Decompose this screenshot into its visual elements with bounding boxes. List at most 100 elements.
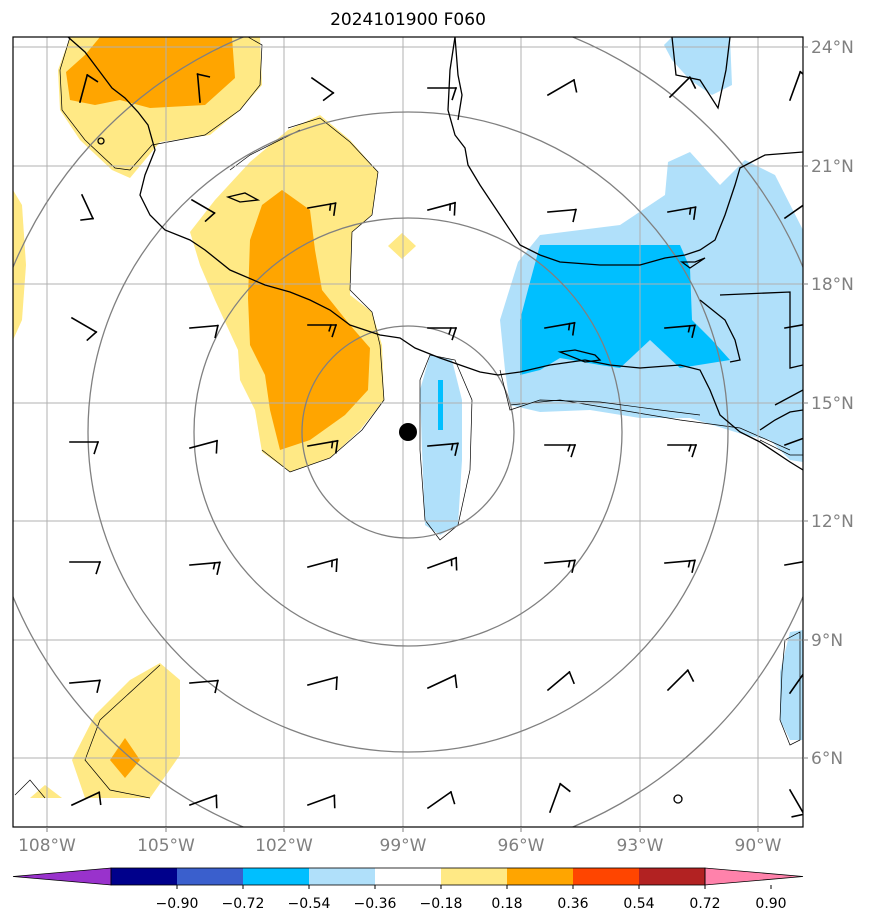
colorbar-tick-label: −0.90 — [156, 896, 199, 912]
gulf-coast — [447, 37, 803, 266]
negative-area-northeast — [664, 37, 732, 95]
wind-barb — [783, 204, 803, 220]
wind-barb — [546, 78, 578, 97]
positive-area-southwest — [72, 663, 180, 798]
colorbar-segment — [639, 868, 706, 885]
wind-barb — [784, 561, 803, 566]
colorbar-extend-high — [704, 867, 804, 886]
positive-spot — [388, 233, 416, 259]
wind-barb — [788, 788, 803, 818]
ring-inner — [301, 325, 515, 539]
wind-barbs — [69, 70, 803, 818]
coast-se-2 — [759, 409, 803, 431]
ring-third — [87, 111, 729, 753]
colorbar-tick-label: 0.90 — [755, 896, 786, 912]
wind-barb — [189, 679, 219, 694]
lon-tick-label: 105°W — [137, 836, 195, 856]
wind-barb — [427, 326, 458, 341]
wind-barb — [667, 206, 697, 220]
islet-nw — [97, 137, 105, 145]
colorbar-tick-label: −0.54 — [288, 896, 331, 912]
wind-barb — [668, 76, 697, 99]
colorbar-tick-label: −0.36 — [354, 896, 397, 912]
lat-tick-label: 6°N — [811, 749, 843, 769]
wind-barb — [188, 794, 218, 809]
colorbar-segment — [177, 868, 244, 885]
wind-barb — [70, 316, 98, 342]
wind-barb — [667, 443, 698, 458]
wind-barb — [783, 437, 803, 447]
pacific-coast-mexico — [67, 37, 803, 471]
lagoon — [557, 349, 602, 363]
colorbar-tick-label: −0.72 — [222, 896, 265, 912]
wind-barb — [310, 76, 335, 102]
colorbar-segment — [507, 868, 574, 885]
lon-tick-label: 108°W — [18, 836, 76, 856]
wind-barb — [664, 559, 696, 574]
lon-tick-label: 102°W — [255, 836, 313, 856]
positive-spot-southwest — [30, 785, 62, 798]
colorbar-segment — [375, 868, 442, 885]
lon-tick-label: 93°W — [617, 836, 664, 856]
colorbar-tick-label: −0.18 — [420, 896, 463, 912]
colorbar-frame — [110, 867, 706, 886]
wind-barb — [196, 73, 211, 103]
wind-barb — [666, 669, 695, 692]
wind-barb — [784, 324, 803, 329]
wind-barb — [664, 324, 696, 339]
islet-se — [673, 794, 683, 804]
map-area — [13, 37, 803, 827]
colorbar: −0.90 −0.72 −0.54 −0.36 −0.18 0.18 0.36 0.54 0.7… — [12, 867, 804, 912]
wind-barb — [79, 73, 99, 103]
negative-core-east — [520, 245, 730, 375]
lon-tick-label: 90°W — [735, 836, 782, 856]
wind-barb — [307, 676, 338, 691]
coastlines — [14, 37, 803, 804]
wind-barb — [544, 321, 576, 336]
contour-outlines — [59, 37, 801, 799]
map-frame — [12, 36, 804, 828]
colorbar-segment — [309, 868, 376, 885]
colorbar-tick-label: 0.18 — [491, 896, 522, 912]
wind-barb — [307, 439, 339, 454]
border-se — [759, 439, 803, 456]
longitude-axis: 108°W 105°W 102°W 99°W 96°W 93°W 90°W — [18, 827, 782, 856]
lon-tick-label: 99°W — [380, 836, 427, 856]
wind-barb — [69, 560, 102, 575]
wind-barb — [80, 193, 95, 221]
wind-barb — [307, 323, 338, 338]
coast-ne — [671, 37, 731, 110]
wind-barb — [306, 794, 336, 809]
colorbar-extend-low — [12, 867, 112, 886]
wind-barb — [426, 674, 458, 690]
coast-sw — [14, 779, 46, 799]
wind-barb — [426, 790, 456, 810]
wind-barb — [548, 782, 571, 814]
negative-area-southeast — [780, 630, 803, 740]
wind-barb — [307, 202, 337, 216]
coast-se — [774, 389, 803, 406]
wind-barb — [788, 70, 803, 102]
wind-barb — [189, 439, 219, 454]
colorbar-segment — [573, 868, 640, 885]
island-small — [680, 257, 706, 269]
lat-tick-label: 21°N — [811, 157, 854, 177]
islet — [225, 192, 261, 203]
colorbar-tick-label: 0.36 — [557, 896, 588, 912]
lat-tick-label: 12°N — [811, 512, 854, 532]
wind-barb — [788, 673, 803, 695]
map-title: 2024101900 F060 — [330, 10, 486, 30]
wind-barb — [427, 442, 459, 457]
wind-barb — [546, 670, 575, 692]
distance-rings — [13, 37, 803, 827]
lat-tick-label: 18°N — [811, 275, 854, 295]
colorbar-tick-label: 0.72 — [689, 896, 720, 912]
lat-tick-label: 9°N — [811, 631, 843, 651]
storm-center-marker — [399, 423, 417, 441]
wind-barb — [427, 201, 457, 216]
wind-barb — [426, 556, 458, 571]
lat-tick-label: 15°N — [811, 394, 854, 414]
wind-barb — [190, 198, 216, 223]
ring-second — [193, 217, 623, 647]
